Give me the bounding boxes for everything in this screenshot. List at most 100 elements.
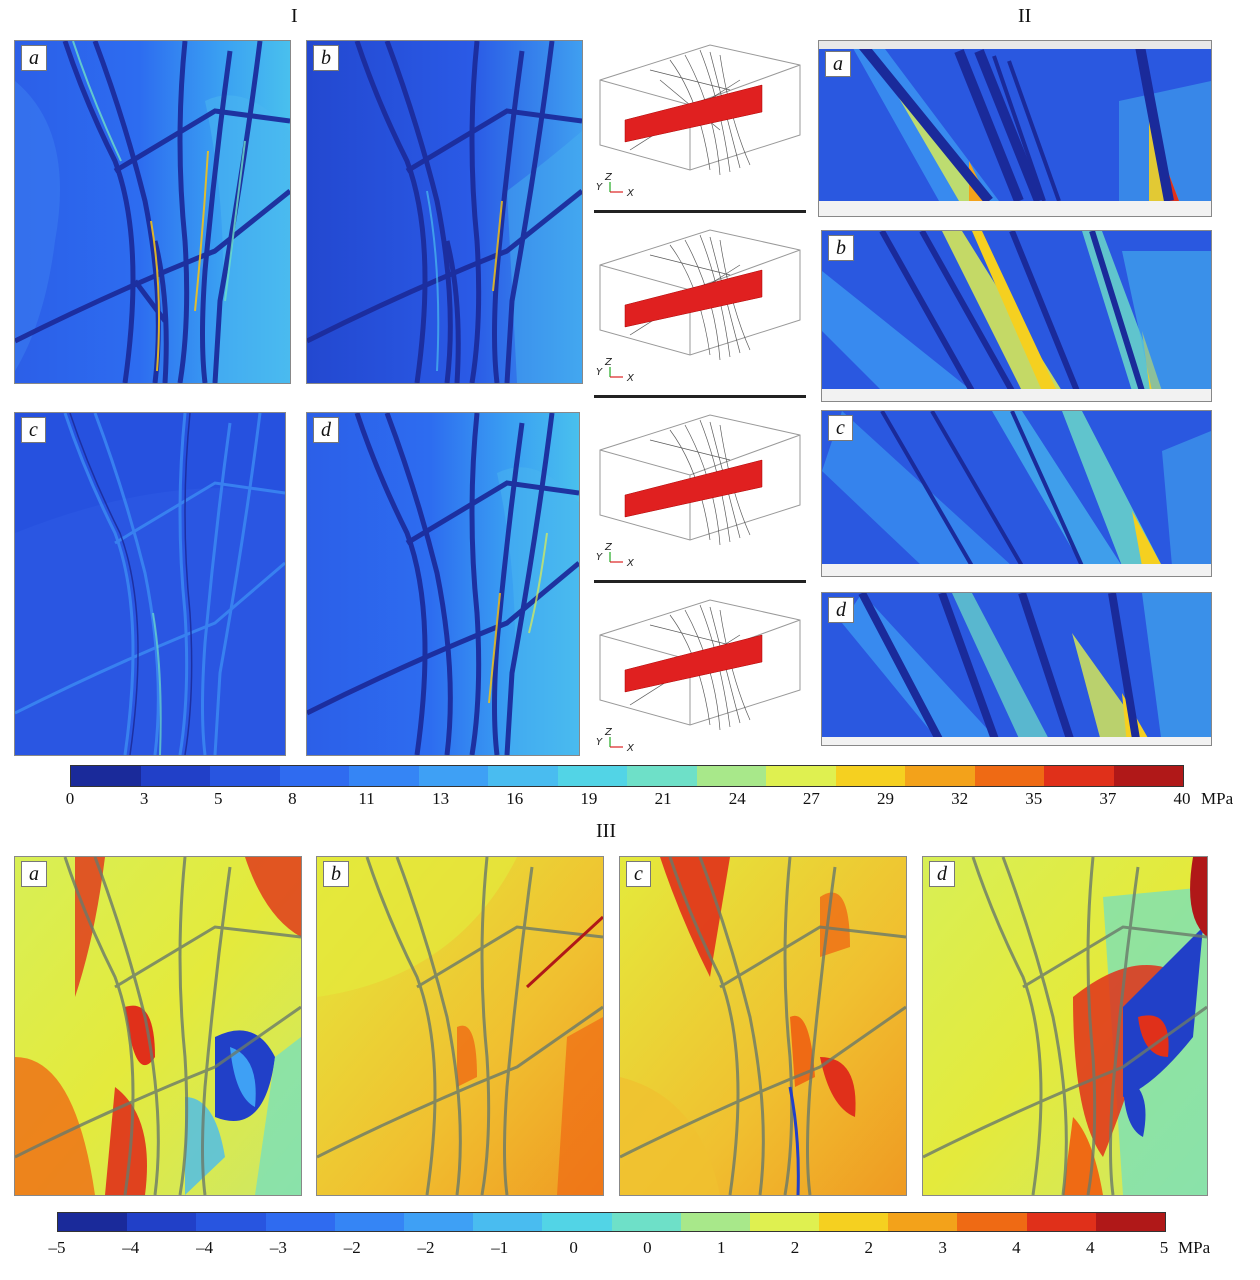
separator bbox=[594, 210, 806, 213]
panel-iii-a: a bbox=[14, 856, 302, 1196]
panel-i-b: b bbox=[306, 40, 583, 384]
axis-x-label: X bbox=[626, 558, 635, 569]
colorbar-bottom-unit: MPa bbox=[1178, 1238, 1211, 1257]
colorbar-segment bbox=[974, 766, 1044, 786]
colorbar-segment bbox=[349, 766, 419, 786]
axis-x-label: X bbox=[626, 188, 635, 199]
colorbar-segment bbox=[488, 766, 558, 786]
colorbar-segment bbox=[1026, 1213, 1096, 1231]
axis-z-label: Z bbox=[604, 172, 613, 183]
colorbar-tick-label: –2 bbox=[343, 1238, 361, 1257]
model-box-4: Z Y X bbox=[590, 595, 810, 760]
colorbar-tick-label: –2 bbox=[417, 1238, 435, 1257]
colorbar-tick-label: 32 bbox=[951, 789, 969, 808]
colorbar-tick-label: 2 bbox=[864, 1238, 874, 1257]
model-column: Z Y X Z Y X bbox=[590, 40, 810, 760]
panel-letter: c bbox=[626, 861, 651, 887]
colorbar-segment bbox=[542, 1213, 612, 1231]
axis-x-label: X bbox=[626, 743, 635, 754]
colorbar-tick-label: –4 bbox=[122, 1238, 140, 1257]
colorbar-tick-label: 4 bbox=[1085, 1238, 1095, 1257]
panel-ii-b: b bbox=[821, 230, 1212, 402]
colorbar-tick-label: 0 bbox=[65, 789, 75, 808]
colorbar-segment bbox=[265, 1213, 335, 1231]
panel-letter: a bbox=[825, 51, 851, 77]
colorbar-segment bbox=[627, 766, 697, 786]
panel-ii-c: c bbox=[821, 410, 1212, 577]
colorbar-segment bbox=[888, 1213, 958, 1231]
colorbar-tick-label: 13 bbox=[432, 789, 450, 808]
panel-letter: a bbox=[21, 861, 47, 887]
panel-letter: a bbox=[21, 45, 47, 71]
panel-i-a: a bbox=[14, 40, 291, 384]
colorbar-segment bbox=[680, 1213, 750, 1231]
axis-y-label: Y bbox=[596, 552, 603, 563]
colorbar-segment bbox=[611, 1213, 681, 1231]
colorbar-tick-label: –1 bbox=[491, 1238, 509, 1257]
colorbar-tick-label: 3 bbox=[139, 789, 149, 808]
panel-iii-d: d bbox=[922, 856, 1208, 1196]
colorbar-top-unit: MPa bbox=[1201, 789, 1234, 808]
separator bbox=[594, 395, 806, 398]
panel-letter: d bbox=[929, 861, 955, 887]
panel-letter: c bbox=[21, 417, 46, 443]
section-label-ii: II bbox=[1018, 5, 1032, 27]
axis-z-label: Z bbox=[604, 357, 613, 368]
model-box-1: Z Y X bbox=[590, 40, 810, 205]
panel-letter: d bbox=[828, 597, 854, 623]
colorbar-segment bbox=[58, 1213, 128, 1231]
colorbar-segment bbox=[696, 766, 766, 786]
section-label-i: I bbox=[291, 5, 298, 27]
colorbar-segment bbox=[210, 766, 280, 786]
colorbar-segment bbox=[749, 1213, 820, 1231]
colorbar-tick-label: –5 bbox=[48, 1238, 66, 1257]
colorbar-tick-label: 8 bbox=[288, 789, 297, 808]
colorbar-tick-label: 2 bbox=[790, 1238, 800, 1257]
panel-letter: d bbox=[313, 417, 339, 443]
colorbar-segment bbox=[957, 1213, 1027, 1231]
colorbar-tick-label: 3 bbox=[938, 1238, 947, 1257]
model-box-3: Z Y X bbox=[590, 410, 810, 575]
colorbar-tick-label: 29 bbox=[876, 789, 894, 808]
axis-z-label: Z bbox=[604, 727, 613, 738]
panel-ii-d: d bbox=[821, 592, 1212, 746]
colorbar-segment bbox=[835, 766, 905, 786]
axis-y-label: Y bbox=[596, 367, 603, 378]
axis-x-label: X bbox=[626, 373, 635, 384]
separator bbox=[594, 580, 806, 583]
colorbar-segment bbox=[279, 766, 349, 786]
colorbar-segment bbox=[1113, 766, 1183, 786]
colorbar-tick-label: 5 bbox=[1159, 1238, 1169, 1257]
axis-y-label: Y bbox=[596, 737, 603, 748]
colorbar-top bbox=[70, 765, 1184, 787]
colorbar-segment bbox=[766, 766, 836, 786]
colorbar-tick-label: 37 bbox=[1099, 789, 1117, 808]
colorbar-tick-label: 40 bbox=[1173, 789, 1191, 808]
model-box-2: Z Y X bbox=[590, 225, 810, 390]
colorbar-tick-label: 35 bbox=[1025, 789, 1043, 808]
panel-letter: b bbox=[323, 861, 349, 887]
colorbar-tick-label: –3 bbox=[269, 1238, 287, 1257]
colorbar-tick-label: 24 bbox=[728, 789, 746, 808]
panel-ii-a: a bbox=[818, 40, 1212, 217]
colorbar-tick-label: 5 bbox=[214, 789, 223, 808]
colorbar-tick-label: 21 bbox=[654, 789, 672, 808]
panel-letter: b bbox=[828, 235, 854, 261]
colorbar-tick-label: 4 bbox=[1012, 1238, 1021, 1257]
panel-iii-c: c bbox=[619, 856, 907, 1196]
colorbar-segment bbox=[557, 766, 627, 786]
colorbar-segment bbox=[140, 766, 210, 786]
panel-i-c: c bbox=[14, 412, 286, 756]
colorbar-segment bbox=[403, 1213, 474, 1231]
colorbar-segment bbox=[1095, 1213, 1165, 1231]
colorbar-tick-label: 11 bbox=[358, 789, 375, 808]
panel-iii-b: b bbox=[316, 856, 604, 1196]
colorbar-segment bbox=[1044, 766, 1114, 786]
colorbar-segment bbox=[334, 1213, 404, 1231]
colorbar-segment bbox=[819, 1213, 889, 1231]
colorbar-segment bbox=[905, 766, 975, 786]
panel-letter: b bbox=[313, 45, 339, 71]
panel-letter: c bbox=[828, 415, 853, 441]
colorbar-tick-label: 1 bbox=[716, 1238, 726, 1257]
axis-z-label: Z bbox=[604, 542, 613, 553]
